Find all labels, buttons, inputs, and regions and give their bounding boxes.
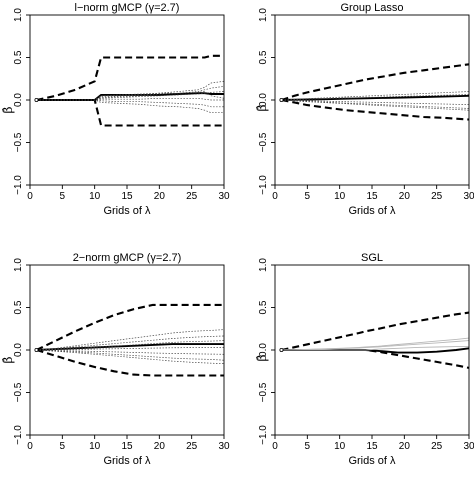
y-tick-label: −0.5	[258, 382, 269, 402]
y-tick-label: 0.0	[13, 93, 24, 107]
y-tick-label: 0.5	[258, 50, 269, 64]
x-tick-label: 25	[431, 441, 443, 452]
y-tick-label: 1.0	[13, 258, 24, 272]
x-tick-label: 30	[463, 191, 474, 202]
y-tick-label: 0.0	[13, 343, 24, 357]
series-line-1	[36, 303, 224, 351]
chart-title: l−norm gMCP (γ=2.7)	[75, 2, 180, 14]
x-tick-label: 0	[27, 441, 33, 452]
chart-title: Group Lasso	[341, 2, 404, 14]
panel-4: 0 5 10 15 20 25 30 −1.0 −0.5 0.0 0.5 1.0 SGL Grids of…	[255, 252, 474, 467]
x-axis-label: Grids of λ	[103, 455, 151, 467]
y-axis-label: β̂	[1, 356, 15, 363]
y-axis-label: β̂	[255, 104, 269, 111]
x-tick-label: 30	[463, 441, 474, 452]
series-line-6	[281, 346, 469, 351]
series-line-7	[281, 99, 470, 109]
y-tick-label: 0.0	[258, 343, 269, 357]
y-axis-label: β̂	[255, 354, 269, 361]
series-line-5	[281, 94, 470, 101]
x-tick-label: 5	[60, 441, 66, 452]
x-tick-label: 10	[89, 191, 101, 202]
origin-marker	[279, 347, 284, 352]
y-tick-label: 1.0	[258, 8, 269, 22]
x-tick-label: 5	[305, 191, 311, 202]
series-line-7	[36, 97, 224, 101]
series-line-8	[281, 99, 470, 111]
y-axis-label: β̂	[1, 106, 15, 113]
y-tick-label: −0.5	[13, 132, 24, 152]
series-line-3	[36, 343, 224, 351]
panel-2: 0 5 10 15 20 25 30 −1.0 −0.5 0.0 0.5 1.0 Group Lasso…	[255, 2, 474, 217]
y-tick-label: 0.5	[13, 300, 24, 314]
x-tick-label: 20	[399, 441, 411, 452]
y-tick-label: −0.5	[13, 382, 24, 402]
origin-marker	[279, 98, 284, 103]
x-tick-label: 0	[27, 191, 33, 202]
panel-3: 0 5 10 15 20 25 30 −1.0 −0.5 0.0 0.5 1.0 2−norm gMCP…	[1, 252, 230, 467]
x-tick-label: 5	[305, 441, 311, 452]
x-tick-label: 20	[399, 191, 411, 202]
x-tick-label: 25	[186, 191, 198, 202]
x-tick-label: 5	[60, 191, 66, 202]
y-tick-label: 0.5	[258, 300, 269, 314]
series-line-1	[281, 311, 470, 352]
series-line-4	[36, 329, 225, 351]
x-tick-label: 25	[186, 441, 198, 452]
series-line-1	[281, 63, 470, 101]
y-tick-label: −1.0	[258, 175, 269, 195]
x-tick-label: 15	[366, 191, 378, 202]
series-line-2	[281, 348, 470, 369]
x-tick-label: 20	[154, 441, 166, 452]
series-line-5	[281, 340, 470, 351]
y-tick-label: 1.0	[258, 258, 269, 272]
x-axis-label: Grids of λ	[348, 455, 396, 467]
plot-frame	[29, 264, 225, 436]
origin-marker	[34, 98, 39, 103]
x-tick-label: 15	[121, 441, 133, 452]
series-line-1	[36, 54, 224, 102]
chart-title: 2−norm gMCP (γ=2.7)	[73, 252, 182, 264]
x-axis-label: Grids of λ	[348, 205, 396, 217]
series-line-8	[36, 99, 224, 108]
x-tick-label: 0	[272, 441, 278, 452]
y-tick-label: −1.0	[13, 175, 24, 195]
series-line-10	[36, 91, 225, 101]
chart-title: SGL	[361, 252, 383, 264]
x-tick-label: 30	[218, 191, 230, 202]
y-tick-label: −0.5	[258, 132, 269, 152]
x-axis-label: Grids of λ	[103, 205, 151, 217]
y-tick-label: −1.0	[13, 425, 24, 445]
x-tick-label: 15	[366, 441, 378, 452]
series-line-8	[36, 349, 225, 355]
x-tick-label: 10	[334, 191, 346, 202]
x-tick-label: 30	[218, 441, 230, 452]
series-line-9	[36, 349, 225, 361]
y-tick-label: 0.0	[258, 93, 269, 107]
y-tick-label: −1.0	[258, 425, 269, 445]
x-tick-label: 10	[89, 441, 101, 452]
series-line-7	[36, 347, 224, 351]
series-line-9	[36, 99, 224, 114]
series-line-4	[281, 91, 470, 101]
x-tick-label: 15	[121, 191, 133, 202]
series-line-10	[36, 349, 225, 364]
x-tick-label: 10	[334, 441, 346, 452]
series-line-6	[281, 99, 470, 106]
series-line-5	[36, 335, 225, 351]
series-line-5	[36, 86, 225, 101]
series-line-6	[36, 340, 225, 351]
series-line-2	[281, 98, 470, 121]
x-tick-label: 20	[154, 191, 166, 202]
series-line-3	[281, 94, 470, 101]
series-line-2	[36, 348, 224, 377]
x-tick-label: 0	[272, 191, 278, 202]
y-tick-label: 1.0	[13, 8, 24, 22]
y-tick-label: 0.5	[13, 50, 24, 64]
panel-1: 0 5 10 15 20 25 30 −1.0 −0.5 0.0 0.5 1.0 l−norm gMCP…	[1, 2, 230, 217]
origin-marker	[34, 347, 39, 352]
series-line-6	[36, 91, 225, 101]
x-tick-label: 25	[431, 191, 443, 202]
